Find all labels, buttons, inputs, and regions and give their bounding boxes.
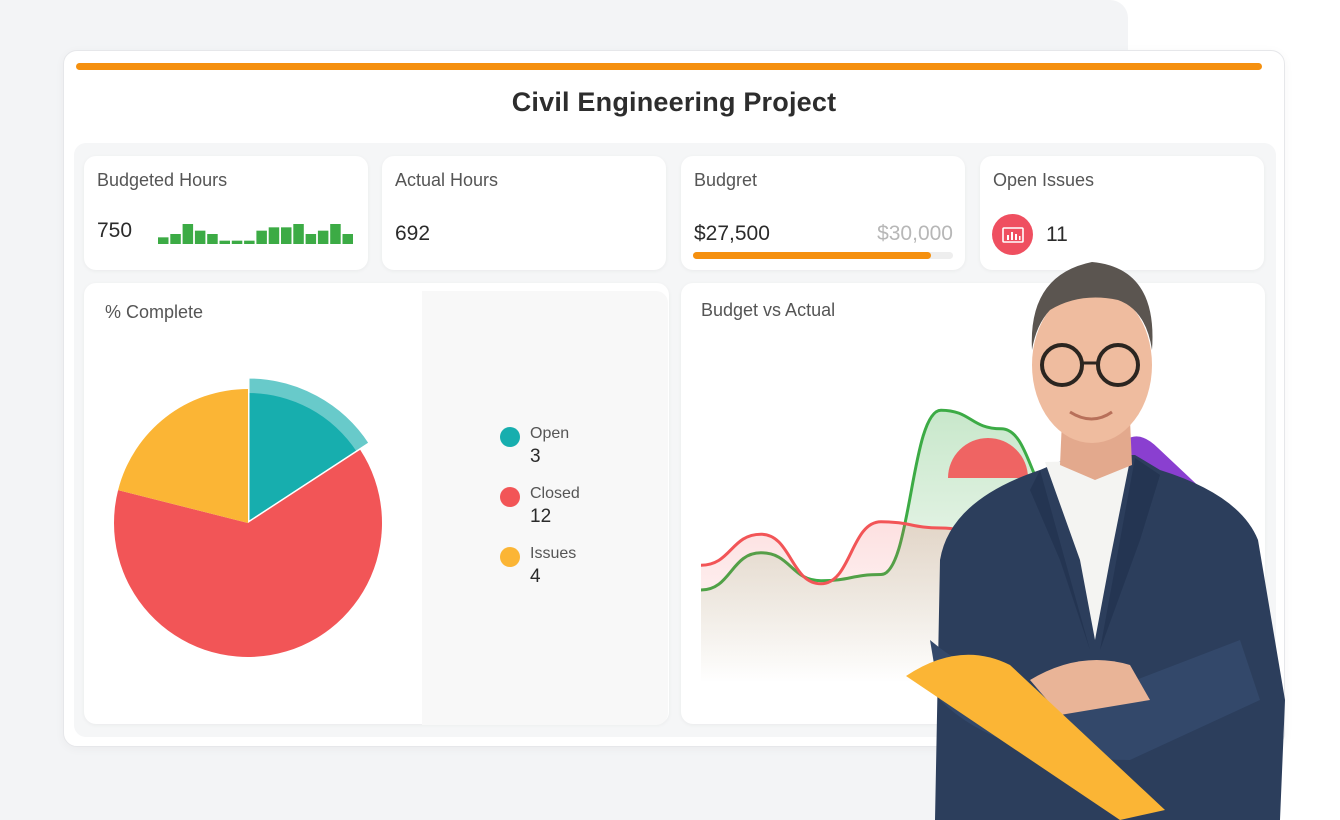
- sparkline-bar: [231, 240, 243, 244]
- legend-name-open: Open: [530, 425, 570, 442]
- page-title: Civil Engineering Project: [511, 87, 837, 117]
- sparkline-bar: [219, 240, 230, 244]
- sparkline-bar: [342, 234, 353, 244]
- sparkline-bar: [244, 240, 255, 244]
- legend-dot-issues: [500, 547, 520, 567]
- pie-slice-open-highlight: [248, 377, 371, 452]
- legend-count-closed: 12: [530, 506, 552, 527]
- sparkline-bar: [170, 234, 181, 244]
- bar-chart-icon: [992, 214, 1033, 255]
- open-issues-card[interactable]: Open Issues 11: [980, 156, 1264, 270]
- complete-label: % Complete: [105, 302, 204, 322]
- pie-slice-issues[interactable]: [118, 389, 248, 523]
- budget-vs-actual-chart: [700, 408, 1242, 683]
- open-issues-label: Open Issues: [993, 170, 1095, 190]
- budget-progress-track: [693, 252, 953, 259]
- budget-vs-actual-card: Budget vs Actual: [681, 283, 1265, 724]
- sparkline-bar: [158, 237, 169, 244]
- open-issues-value: 11: [1046, 223, 1068, 246]
- budget-vs-actual-label: Budget vs Actual: [701, 300, 836, 320]
- budgeted-hours-card[interactable]: Budgeted Hours 750: [84, 156, 368, 270]
- sparkline-bar: [293, 224, 304, 244]
- legend-area: [422, 291, 668, 725]
- pie-slice-closed[interactable]: [113, 449, 382, 658]
- dashboard-window: Civil Engineering Project Budgeted Hours…: [63, 50, 1285, 747]
- pie-slice-open[interactable]: [246, 375, 373, 526]
- actual-hours-value: 692: [395, 222, 431, 245]
- legend-count-issues: 4: [530, 566, 541, 587]
- complete-pie-chart: [113, 375, 382, 658]
- dashboard-body: Budgeted Hours 750 Actual Hours 692 Budg…: [74, 143, 1276, 737]
- sparkline-bar: [194, 230, 206, 244]
- legend-count-open: 3: [530, 446, 541, 467]
- budgeted-hours-sparkline: [158, 224, 353, 244]
- sparkline-bar: [207, 234, 218, 244]
- legend-dot-open: [500, 427, 520, 447]
- budget-card[interactable]: Budgret $27,500 $30,000: [681, 156, 965, 270]
- sparkline-bar: [182, 224, 194, 244]
- budgeted-hours-label: Budgeted Hours: [97, 170, 228, 190]
- budget-value: $27,500: [694, 222, 770, 245]
- accent-bar: [76, 63, 1262, 70]
- complete-card: % Complete Open 3 Closed 12 Issues 4: [84, 283, 669, 725]
- legend-name-closed: Closed: [530, 485, 580, 502]
- budget-progress-fill: [693, 252, 932, 259]
- sparkline-bar: [317, 230, 329, 244]
- sparkline-bar: [281, 227, 292, 244]
- actual-hours-label: Actual Hours: [395, 170, 499, 190]
- sparkline-bar: [305, 234, 317, 244]
- sparkline-bar: [268, 227, 280, 244]
- sparkline-bar: [256, 230, 267, 244]
- legend-dot-closed: [500, 487, 520, 507]
- budgeted-hours-value: 750: [97, 219, 133, 242]
- budget-total: $30,000: [877, 222, 953, 245]
- legend-name-issues: Issues: [530, 545, 577, 562]
- actual-hours-card[interactable]: Actual Hours 692: [382, 156, 666, 270]
- budget-label: Budgret: [694, 170, 758, 190]
- sparkline-bar: [330, 224, 341, 244]
